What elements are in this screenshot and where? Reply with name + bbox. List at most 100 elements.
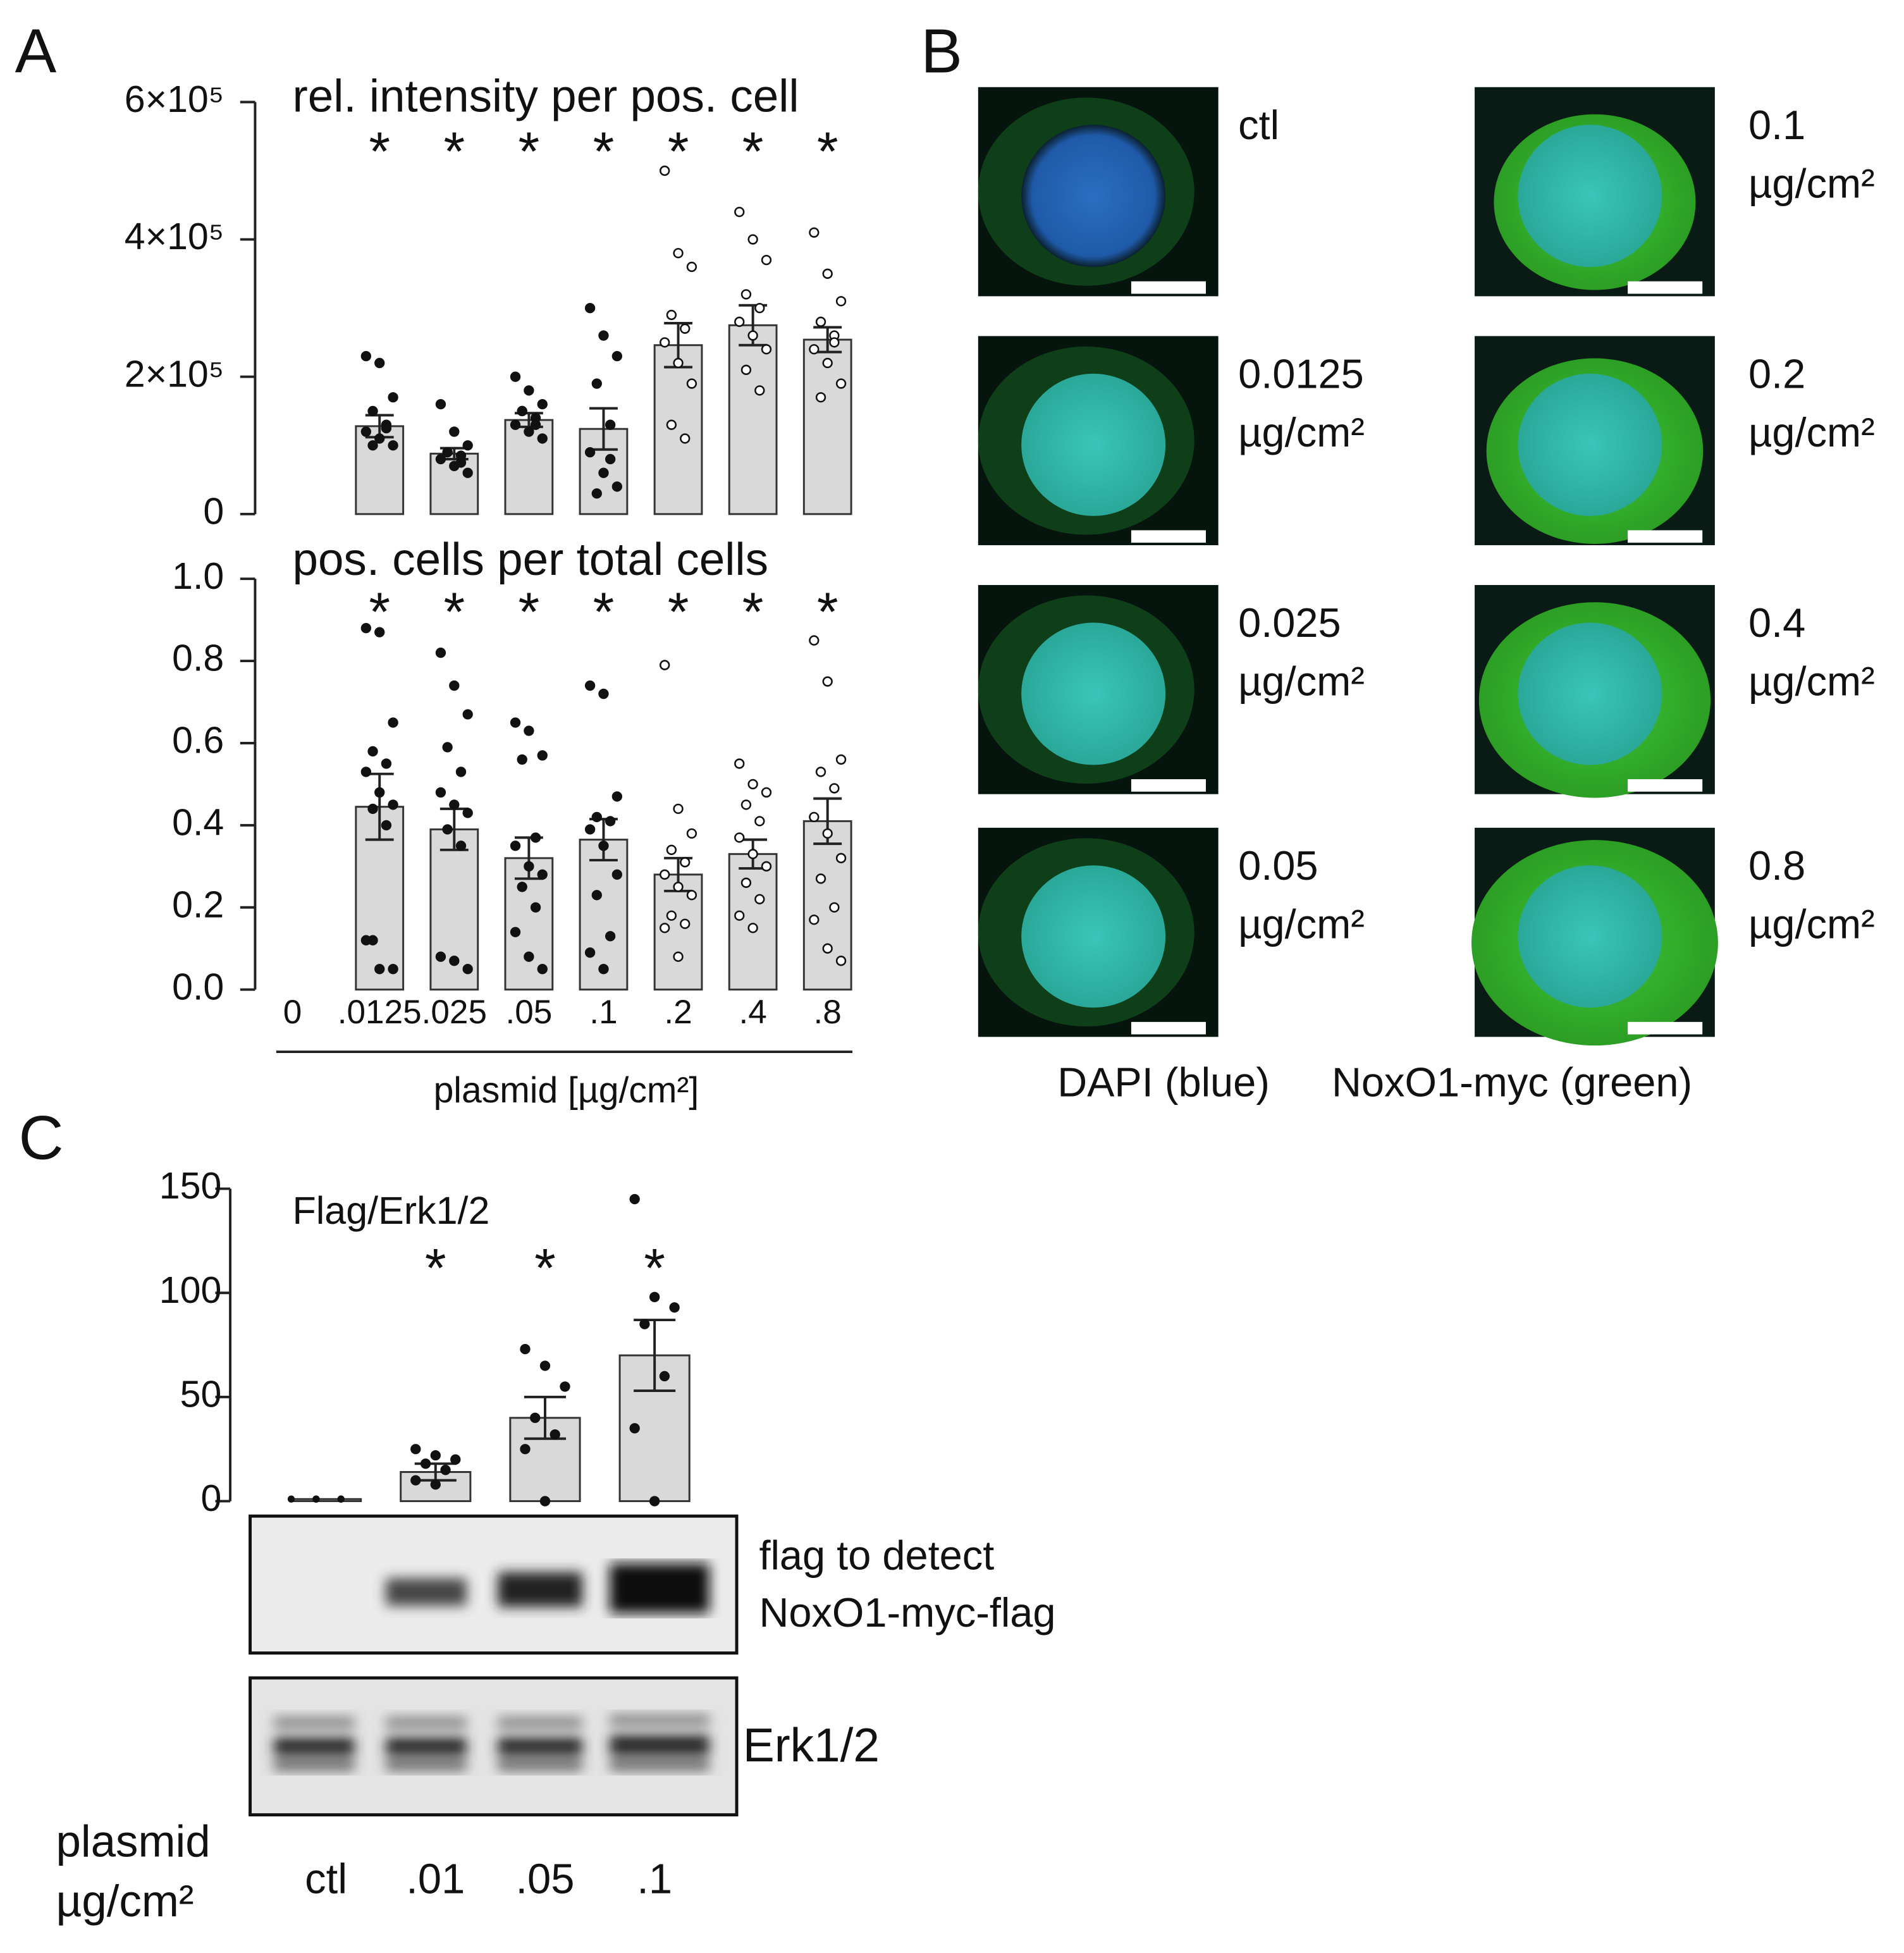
- data-point: [539, 1496, 551, 1506]
- micrograph-unit: µg/cm²: [1238, 658, 1365, 705]
- lane-axis-label: µg/cm²: [56, 1876, 194, 1926]
- x-tick-label: .2: [664, 994, 692, 1031]
- panel-label: A: [15, 16, 57, 86]
- data-point: [686, 378, 697, 389]
- data-point: [367, 803, 378, 815]
- data-point: [734, 206, 745, 218]
- data-point: [747, 234, 758, 245]
- data-point: [524, 861, 534, 872]
- chart-title: pos. cells per total cells: [292, 534, 768, 585]
- data-point: [598, 964, 609, 975]
- nucleus: [1021, 622, 1166, 765]
- data-point: [660, 337, 670, 348]
- data-point: [835, 296, 847, 307]
- data-point: [605, 419, 616, 430]
- data-point: [360, 350, 372, 362]
- data-point: [537, 398, 548, 410]
- data-point: [809, 344, 820, 355]
- data-point: [611, 350, 623, 362]
- micrograph-unit: µg/cm²: [1748, 658, 1875, 705]
- data-point: [815, 767, 826, 777]
- y-tick-label: 150: [159, 1165, 221, 1207]
- x-tick-label: .025: [422, 994, 487, 1031]
- data-point: [669, 1302, 680, 1313]
- data-point: [649, 1496, 660, 1506]
- data-point: [629, 1193, 640, 1205]
- x-axis-label: plasmid [µg/cm²]: [434, 1070, 699, 1111]
- data-point: [815, 392, 826, 403]
- data-point: [450, 1454, 461, 1465]
- data-point: [605, 816, 616, 827]
- data-point: [537, 869, 548, 880]
- bar: [728, 853, 778, 991]
- data-point: [435, 951, 446, 962]
- micrograph-unit: µg/cm²: [1748, 901, 1875, 947]
- data-point: [809, 227, 820, 238]
- data-point: [747, 779, 758, 790]
- micrograph-label: 0.1: [1748, 102, 1805, 148]
- x-tick-label: .1: [589, 994, 617, 1031]
- data-point: [660, 923, 670, 933]
- significance: *: [817, 582, 838, 643]
- data-point: [530, 419, 541, 430]
- x-tick-label: ctl: [305, 1855, 347, 1902]
- data-point: [754, 385, 765, 396]
- data-point: [822, 357, 833, 369]
- micrograph-unit: µg/cm²: [1748, 409, 1875, 455]
- bar: [728, 324, 778, 515]
- data-point: [435, 647, 446, 658]
- data-point: [388, 717, 398, 728]
- significance: *: [593, 121, 615, 182]
- data-point: [374, 964, 385, 975]
- data-point: [420, 1458, 431, 1469]
- x-tick-label: .4: [739, 994, 766, 1031]
- x-tick-label: .0125: [338, 994, 422, 1031]
- data-point: [510, 927, 521, 937]
- data-point: [381, 422, 392, 434]
- data-point: [611, 481, 623, 492]
- significance: *: [593, 582, 615, 643]
- data-point: [591, 890, 602, 901]
- data-point: [530, 902, 541, 913]
- data-point: [835, 754, 847, 765]
- micrograph-label: 0.05: [1238, 842, 1318, 889]
- data-point: [374, 787, 385, 798]
- lane-axis-label: plasmid: [56, 1816, 211, 1866]
- data-point: [629, 1423, 640, 1434]
- y-tick-label: 0.2: [172, 884, 224, 925]
- data-point: [734, 910, 745, 921]
- nucleus: [1518, 373, 1662, 516]
- data-point: [829, 783, 840, 794]
- blot-label: Erk1/2: [743, 1718, 880, 1771]
- data-point: [550, 1429, 560, 1440]
- data-point: [829, 337, 840, 348]
- bar: [802, 338, 852, 515]
- blot-label: NoxO1-myc-flag: [759, 1589, 1055, 1636]
- flag-bands: [386, 1563, 709, 1613]
- data-point: [835, 956, 847, 966]
- data-point: [835, 378, 847, 389]
- significance: *: [443, 582, 465, 643]
- data-point: [761, 254, 772, 266]
- micrograph: [1471, 827, 1718, 1046]
- data-point: [517, 754, 527, 765]
- data-point: [374, 627, 385, 638]
- data-point: [367, 405, 378, 417]
- data-point: [367, 440, 378, 451]
- data-point: [462, 709, 473, 720]
- error-bar: [634, 1319, 676, 1392]
- significance: *: [519, 121, 540, 182]
- significance: *: [644, 1238, 665, 1298]
- significance: *: [369, 121, 390, 182]
- data-point: [591, 378, 602, 389]
- scale-bar: [1131, 779, 1206, 792]
- y-tick-label: 0.6: [172, 720, 224, 761]
- data-point: [435, 398, 446, 410]
- data-point: [388, 799, 398, 810]
- data-point: [666, 419, 677, 430]
- caption: DAPI (blue): [1057, 1059, 1270, 1105]
- data-point: [337, 1495, 345, 1503]
- significance: *: [369, 582, 390, 643]
